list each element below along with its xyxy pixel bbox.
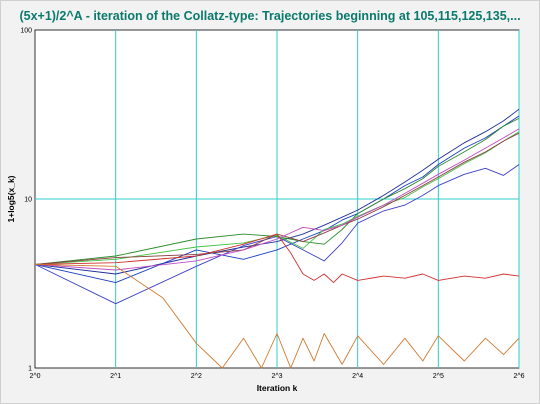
grid-lines — [35, 30, 520, 368]
y-tick-label: 100 — [20, 28, 32, 35]
series-line-6 — [34, 132, 520, 265]
x-tick-label: 2^3 — [271, 373, 282, 380]
x-tick-label: 2^4 — [352, 373, 363, 380]
series-line-7 — [34, 128, 520, 271]
x-tick-label: 2^1 — [110, 373, 121, 380]
x-tick-label: 2^5 — [433, 373, 444, 380]
series-line-4 — [34, 117, 520, 265]
chart-title: (5x+1)/2^A - iteration of the Collatz-ty… — [19, 9, 520, 23]
x-tick-label: 2^2 — [191, 373, 202, 380]
y-tick-label: 1 — [28, 366, 32, 373]
y-tick-label: 10 — [24, 197, 32, 204]
series-line-1 — [34, 108, 520, 275]
series-line-3 — [34, 164, 520, 305]
series-line-5 — [34, 131, 520, 265]
x-tick-label: 2^6 — [513, 373, 524, 380]
x-tick-label: 2^0 — [29, 373, 40, 380]
series-layer — [34, 108, 520, 369]
x-axis-label: Iteration k — [257, 383, 298, 393]
y-axis-label: 1+log5(x_k) — [6, 175, 16, 222]
series-line-9 — [34, 263, 520, 369]
tick-labels: 2^02^12^22^32^42^52^62^72^8110100 — [20, 28, 524, 381]
series-line-8 — [34, 233, 520, 284]
